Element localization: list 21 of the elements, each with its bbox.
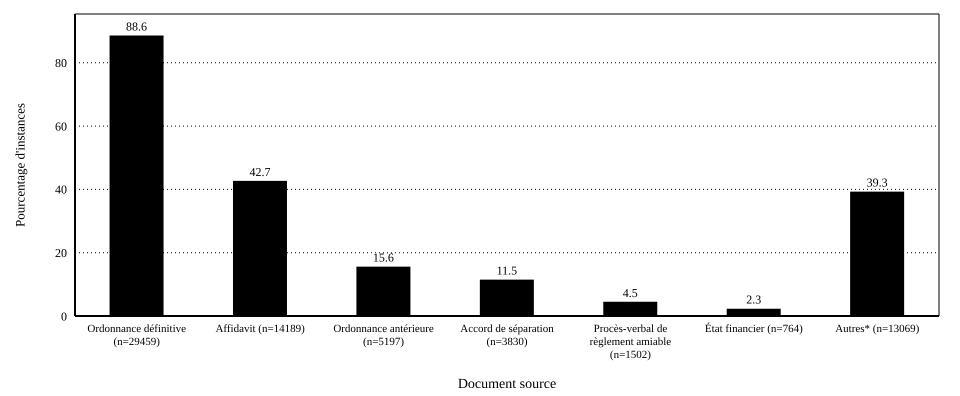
x-axis-title: Document source [458, 377, 556, 392]
y-tick-label: 80 [55, 56, 67, 70]
y-tick-label: 0 [61, 309, 67, 324]
data-label: 88.6 [126, 20, 148, 34]
data-label: 42.7 [249, 164, 270, 179]
data-label: 4.5 [622, 286, 638, 300]
data-label: 11.5 [496, 264, 518, 278]
x-tick-label: État financier (n=764) [704, 322, 804, 335]
x-tick-label: Accord de séparation (n=3830) [460, 323, 554, 348]
x-tick-label: Ordonnance définitive (n=29459) [87, 323, 186, 348]
y-tick-label: 20 [55, 246, 67, 260]
x-tick-label: Procès-verbal de règlement amiable (n=1502) [590, 323, 672, 361]
x-tick-label: Affidavit (n=14189) [215, 323, 306, 335]
data-label: 39.3 [866, 176, 888, 190]
data-label: 2.3 [746, 292, 762, 307]
y-axis-title: Pourcentage d'instances [12, 103, 28, 227]
y-tick-label: 60 [55, 119, 67, 134]
y-tick-label: 40 [55, 182, 67, 197]
x-tick-label: Autres* (n=13069) [835, 323, 920, 335]
x-tick-label: Ordonnance antérieure (n=5197) [333, 323, 434, 348]
data-label: 15.6 [372, 250, 394, 265]
